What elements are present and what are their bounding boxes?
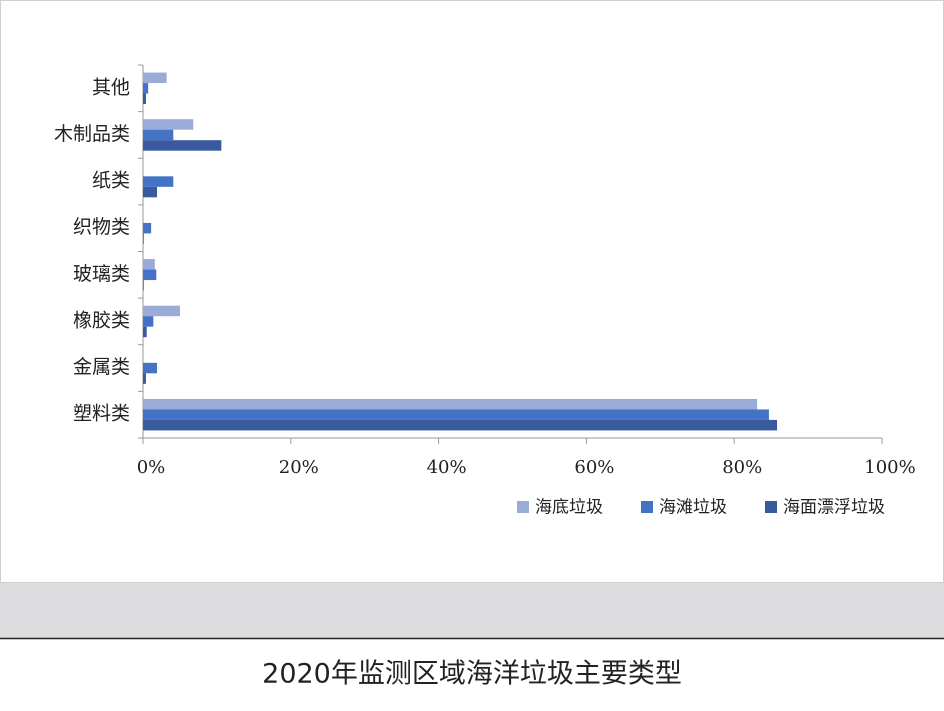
chart-title: 2020年监测区域海洋垃圾主要类型 <box>262 659 682 690</box>
x-tick-label: 100% <box>864 457 915 478</box>
y-tick-label: 织物类 <box>73 216 130 238</box>
bar <box>143 72 167 84</box>
chart-panel <box>0 0 944 584</box>
bar <box>143 140 222 151</box>
bar <box>143 419 778 431</box>
legend-swatch <box>641 501 653 513</box>
legend-swatch <box>517 501 529 513</box>
bar <box>143 222 152 234</box>
y-tick-label: 木制品类 <box>54 123 130 145</box>
bar <box>143 326 147 338</box>
x-tick-label: 60% <box>574 457 614 478</box>
legend-label: 海滩垃圾 <box>659 498 727 518</box>
legend-label: 海底垃圾 <box>535 498 603 518</box>
bar <box>143 233 144 244</box>
bar <box>143 176 174 187</box>
band <box>0 583 944 638</box>
bar <box>143 93 146 105</box>
legend-label: 海面漂浮垃圾 <box>783 498 885 518</box>
x-tick-label: 40% <box>427 457 467 478</box>
bar <box>143 316 154 327</box>
bar <box>143 373 146 384</box>
bar <box>143 119 194 130</box>
legend-swatch <box>765 501 777 513</box>
bar <box>143 129 174 141</box>
y-tick-label: 金属类 <box>73 356 130 378</box>
bar <box>143 280 144 291</box>
bar <box>143 398 758 410</box>
bar <box>143 305 180 317</box>
bar <box>143 83 149 94</box>
bar <box>143 362 158 374</box>
bar <box>143 269 157 281</box>
y-tick-label: 纸类 <box>92 170 130 192</box>
bar <box>143 259 155 270</box>
x-tick-label: 20% <box>279 457 319 478</box>
bar <box>143 186 158 198</box>
y-tick-label: 橡胶类 <box>73 309 130 331</box>
x-tick-label: 0% <box>137 457 166 478</box>
x-tick-label: 80% <box>722 457 762 478</box>
y-tick-label: 塑料类 <box>73 403 130 425</box>
bar <box>143 409 769 420</box>
y-tick-label: 玻璃类 <box>73 263 130 285</box>
y-tick-label: 其他 <box>92 76 130 98</box>
